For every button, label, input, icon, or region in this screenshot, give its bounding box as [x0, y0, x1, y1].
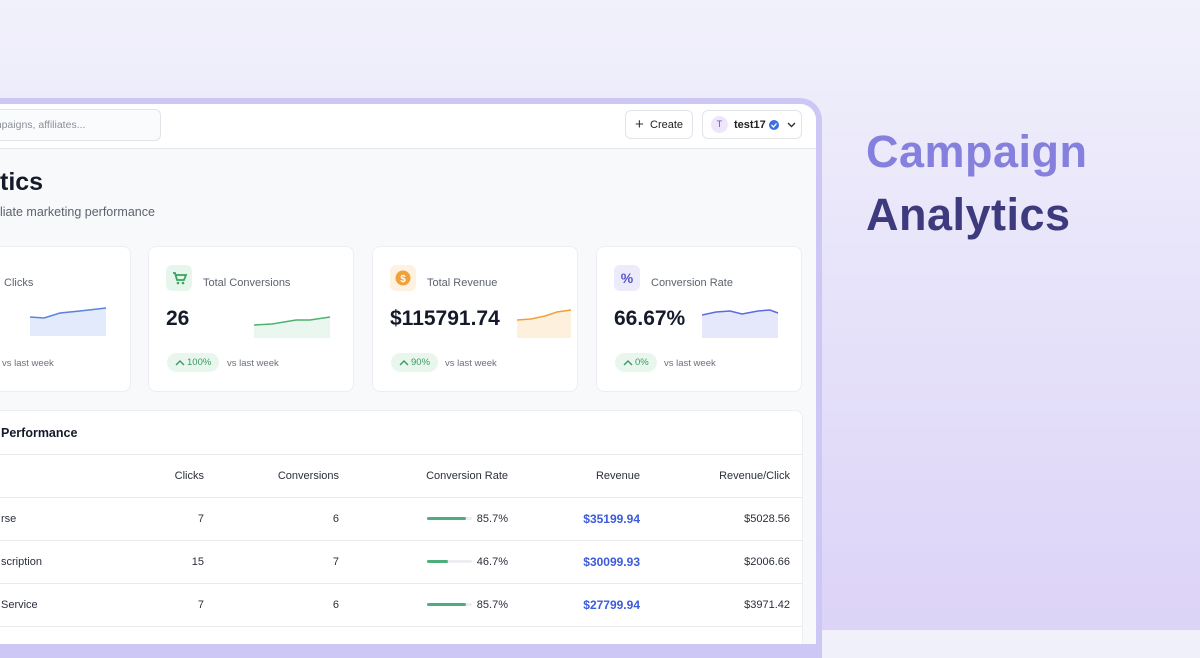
metric-card: % Conversion Rate 66.67% 0% vs last week: [596, 246, 802, 392]
rate-cell: 46.7%: [476, 556, 508, 568]
card-label: Conversion Rate: [651, 277, 733, 289]
svg-text:$: $: [400, 274, 406, 285]
column-header: Conversion Rate: [426, 470, 508, 482]
user-menu[interactable]: T test17: [702, 110, 802, 139]
card-label: Total Conversions: [203, 277, 291, 289]
sparkline: [30, 307, 107, 336]
column-header: Conversions: [277, 470, 339, 482]
search-placeholder: ampaigns, affiliates...: [0, 119, 86, 131]
card-label: Total Revenue: [427, 277, 498, 289]
metric-card: Total Conversions 26 100% vs last week: [148, 246, 354, 392]
card-compare: vs last week: [445, 358, 497, 369]
up-chevron: [175, 360, 185, 366]
revenue-cell: $30099.93: [583, 555, 640, 569]
sparkline: [517, 309, 572, 338]
change-badge: 0%: [615, 353, 657, 372]
revenue-per-click-cell: $3971.42: [744, 599, 790, 611]
column-header: Revenue/Click: [719, 470, 790, 482]
change-badge: 100%: [167, 353, 220, 372]
rate-bar: [427, 603, 466, 606]
divider: [0, 583, 802, 584]
card-value: 66.67%: [614, 307, 686, 330]
clicks-cell: 7: [197, 599, 204, 611]
card-compare: vs last week: [664, 358, 716, 369]
percent-icon: %: [614, 265, 640, 291]
divider: [0, 454, 802, 455]
rate-track: [427, 560, 472, 563]
card-label: Clicks: [4, 277, 34, 289]
row-name: scription: [1, 556, 42, 568]
divider: [0, 540, 802, 541]
divider: [0, 497, 802, 498]
app-panel: ampaigns, affiliates... + Create T test1…: [0, 104, 816, 644]
conversions-cell: 6: [332, 599, 339, 611]
rate-bar: [427, 517, 466, 520]
conversions-cell: 7: [332, 556, 339, 568]
top-bar: ampaigns, affiliates... + Create T test1…: [0, 104, 816, 149]
dollar-icon: $: [390, 265, 416, 291]
row-name: Service: [1, 599, 38, 611]
headline-bottom: Analytics: [866, 189, 1071, 240]
page-subtitle: liate marketing performance: [0, 205, 155, 219]
conversions-cell: 6: [332, 513, 339, 525]
revenue-per-click-cell: $5028.56: [744, 513, 790, 525]
create-button[interactable]: + Create: [625, 110, 693, 139]
user-name: test17: [734, 119, 766, 131]
user-icons: [769, 120, 796, 130]
change-badge: 90%: [391, 353, 439, 372]
sparkline: [254, 316, 331, 338]
revenue-cell: $35199.94: [583, 512, 640, 526]
column-header: Clicks: [174, 470, 204, 482]
column-header: Revenue: [595, 470, 640, 482]
rate-cell: 85.7%: [476, 513, 508, 525]
cart-icon: [166, 265, 192, 291]
table-title: Performance: [1, 426, 78, 440]
search-box[interactable]: ampaigns, affiliates...: [0, 109, 161, 141]
create-label: Create: [650, 119, 684, 131]
clicks-cell: 7: [197, 513, 204, 525]
metric-card: $ Total Revenue $115791.74 90% vs last w…: [372, 246, 578, 392]
card-compare: vs last week: [227, 358, 279, 369]
plus-icon: +: [635, 116, 644, 133]
up-chevron: [623, 360, 633, 366]
page-title: tics: [0, 168, 44, 196]
card-compare: vs last week: [2, 358, 54, 369]
headline-top: Campaign: [866, 126, 1088, 177]
svg-text:%: %: [621, 270, 634, 286]
sparkline: [702, 309, 779, 338]
clicks-cell: 15: [191, 556, 204, 568]
metric-card: Clicks vs last week: [0, 246, 131, 392]
rate-cell: 85.7%: [476, 599, 508, 611]
rate-bar: [427, 560, 448, 563]
card-value: 26: [166, 307, 190, 330]
revenue-cell: $27799.94: [583, 598, 640, 612]
up-chevron: [399, 360, 409, 366]
performance-table: Performance Clicks Conversions Conversion …: [0, 410, 803, 644]
revenue-per-click-cell: $2006.66: [744, 556, 790, 568]
card-value: $115791.74: [390, 307, 500, 330]
divider: [0, 626, 802, 627]
avatar: T: [711, 116, 728, 133]
row-name: rse: [1, 513, 17, 525]
